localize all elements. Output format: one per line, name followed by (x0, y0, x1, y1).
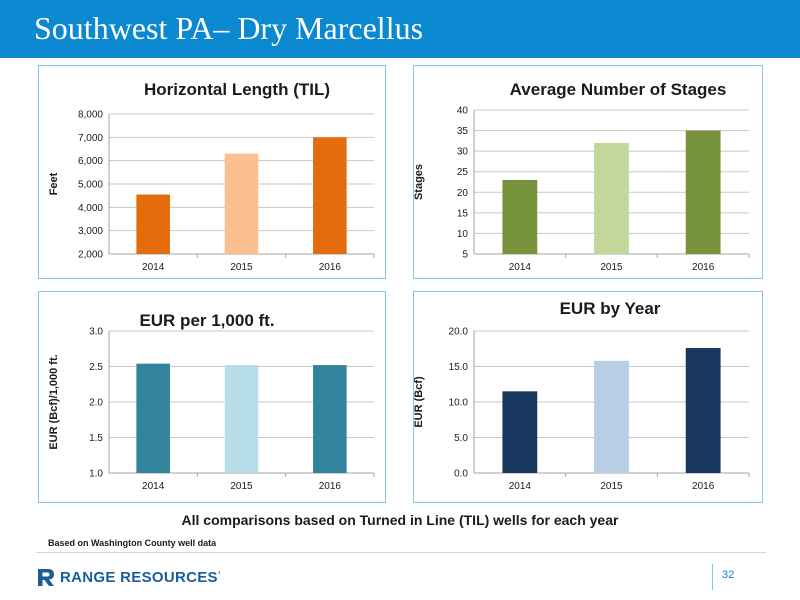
chart-panel-eur-by-year: EUR by Year 0.0 5.0 10.0 15.0 20.0 2014 2015 201… (413, 291, 763, 503)
eur-by-year-title: EUR by Year (560, 299, 661, 318)
eur-per-1000ft-x-tick-label: 2014 (142, 481, 165, 492)
eur-per-1000ft-x-tick-label: 2015 (230, 481, 253, 492)
average-stages-x-tick-label: 2015 (600, 262, 623, 273)
average-stages-y-tick-label: 40 (457, 106, 469, 117)
average-stages-y-tick-label: 35 (457, 126, 469, 137)
horizontal-length-title: Horizontal Length (TIL) (144, 80, 330, 99)
title-bar: Southwest PA– Dry Marcellus (0, 0, 800, 58)
average-stages-y-tick-label: 5 (462, 250, 468, 261)
eur-by-year-x-tick-label: 2014 (509, 481, 532, 492)
eur-per-1000ft-x-tick-label: 2016 (319, 481, 342, 492)
eur-by-year-y-tick-label: 10.0 (449, 398, 469, 409)
average-stages-bar-2015 (594, 142, 629, 254)
horizontal-length-bar-2014 (136, 194, 170, 254)
eur-by-year-x-tick-label: 2015 (600, 481, 623, 492)
chart-panel-average-stages: Average Number of Stages 5 10 15 20 25 30 35 40 2… (413, 65, 763, 279)
slide-title: Southwest PA– Dry Marcellus (34, 10, 424, 46)
average-stages-chart: Average Number of Stages 5 10 15 20 25 30 35 40 2… (414, 80, 750, 273)
horizontal-length-y-tick-label: 3,000 (78, 226, 103, 237)
range-logo-mark-icon (38, 569, 54, 586)
eur-per-1000ft-y-tick-label: 1.0 (89, 469, 103, 480)
chart-panel-eur-per-1000ft: EUR per 1,000 ft. 1.0 1.5 2.0 2.5 3.0 2014 2015… (38, 291, 386, 503)
chart-panel-horizontal-length: Horizontal Length (TIL) 2,000 3,000 4,000 5,… (38, 65, 386, 279)
average-stages-y-tick-label: 15 (457, 208, 469, 219)
page-number: 32 (722, 569, 735, 581)
average-stages-bar-2014 (502, 179, 538, 254)
footer-divider (36, 552, 766, 553)
page-number-divider (712, 564, 713, 590)
eur-by-year-x-tick-label: 2016 (692, 481, 715, 492)
average-stages-x-tick-label: 2014 (509, 262, 532, 273)
eur-by-year-y-tick-label: 20.0 (449, 327, 469, 338)
average-stages-bar-2016 (685, 130, 721, 254)
eur-per-1000ft-y-tick-label: 3.0 (89, 327, 103, 338)
average-stages-y-tick-label: 20 (457, 188, 469, 199)
horizontal-length-x-tick-label: 2014 (142, 262, 165, 273)
eur-per-1000ft-chart: EUR per 1,000 ft. 1.0 1.5 2.0 2.5 3.0 2014 2015… (48, 311, 375, 492)
data-source-note: Based on Washington County well data (48, 538, 217, 548)
eur-by-year-y-tick-label: 15.0 (449, 362, 469, 373)
horizontal-length-bar-2015 (224, 153, 259, 254)
horizontal-length-x-tick-label: 2016 (319, 262, 342, 273)
horizontal-length-chart: Horizontal Length (TIL) 2,000 3,000 4,000 5,… (48, 80, 375, 273)
eur-by-year-chart: EUR by Year 0.0 5.0 10.0 15.0 20.0 2014 2015 201… (414, 299, 750, 492)
horizontal-length-y-tick-label: 2,000 (78, 250, 103, 261)
comparison-footnote: All comparisons based on Turned in Line … (181, 512, 619, 528)
horizontal-length-y-tick-label: 5,000 (78, 180, 103, 191)
horizontal-length-y-axis-label: Feet (48, 172, 60, 195)
logo-text: RANGE RESOURCES (60, 569, 218, 586)
average-stages-y-axis-label: Stages (414, 164, 425, 200)
eur-per-1000ft-title: EUR per 1,000 ft. (139, 311, 274, 330)
horizontal-length-y-tick-label: 6,000 (78, 156, 103, 167)
eur-by-year-y-axis-label: EUR (Bcf) (414, 376, 425, 428)
average-stages-y-tick-label: 25 (457, 167, 469, 178)
average-stages-x-tick-label: 2016 (692, 262, 715, 273)
horizontal-length-bar-2016 (313, 137, 347, 254)
eur-per-1000ft-bar-2015 (224, 365, 259, 473)
eur-by-year-bar-2014 (502, 391, 538, 473)
horizontal-length-y-tick-label: 8,000 (78, 110, 103, 121)
eur-per-1000ft-y-tick-label: 1.5 (89, 433, 103, 444)
eur-by-year-y-tick-label: 0.0 (454, 469, 468, 480)
eur-by-year-bar-2015 (594, 360, 629, 473)
company-logo: RANGE RESOURCES’ (36, 566, 236, 588)
average-stages-y-tick-label: 10 (457, 229, 469, 240)
eur-by-year-y-tick-label: 5.0 (454, 433, 468, 444)
eur-per-1000ft-bar-2016 (313, 365, 347, 473)
eur-per-1000ft-y-tick-label: 2.0 (89, 398, 103, 409)
eur-per-1000ft-bar-2014 (136, 363, 170, 473)
average-stages-y-tick-label: 30 (457, 147, 469, 158)
horizontal-length-x-tick-label: 2015 (230, 262, 253, 273)
average-stages-title: Average Number of Stages (510, 80, 727, 99)
logo-mark: ’ (217, 569, 221, 583)
horizontal-length-y-tick-label: 7,000 (78, 133, 103, 144)
eur-per-1000ft-y-axis-label: EUR (Bcf)/1,000 ft. (48, 354, 60, 449)
eur-per-1000ft-y-tick-label: 2.5 (89, 362, 103, 373)
eur-by-year-bar-2016 (685, 348, 721, 473)
horizontal-length-y-tick-label: 4,000 (78, 203, 103, 214)
